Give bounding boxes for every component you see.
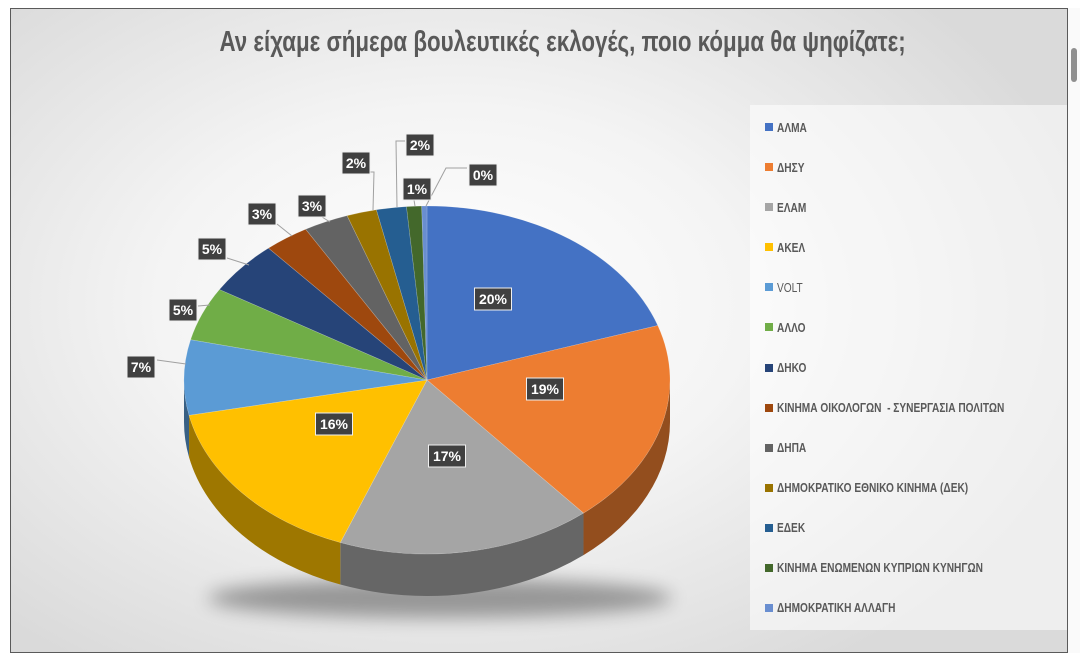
data-label: 19% bbox=[527, 378, 564, 400]
legend-item: ΔΗΣΥ bbox=[765, 147, 1055, 187]
data-label-text: 16% bbox=[320, 416, 349, 432]
legend-item: ΑΛΜΑ bbox=[765, 107, 1055, 147]
data-label-text: 1% bbox=[407, 181, 428, 197]
legend-item: ΑΛΛΟ bbox=[765, 307, 1055, 347]
legend-swatch bbox=[765, 524, 773, 532]
legend-label: ΚΙΝΗΜΑ ΟΙΚΟΛΟΓΩΝ - ΣΥΝΕΡΓΑΣΙΑ ΠΟΛΙΤΩΝ bbox=[777, 400, 1004, 415]
leader-line-12 bbox=[426, 168, 467, 206]
legend-label: ΚΙΝΗΜΑ ΕΝΩΜΕΝΩΝ ΚΥΠΡΙΩΝ ΚΥΝΗΓΩΝ bbox=[777, 560, 983, 575]
data-label-text: 2% bbox=[410, 137, 431, 153]
chart-legend: ΑΛΜΑ ΔΗΣΥ ΕΛΑΜ ΑΚΕΛ VOLT ΑΛΛΟ ΔΗΚΟ ΚΙΝΗΜ… bbox=[765, 107, 1055, 628]
legend-item: ΚΙΝΗΜΑ ΕΝΩΜΕΝΩΝ ΚΥΠΡΙΩΝ ΚΥΝΗΓΩΝ bbox=[765, 548, 1055, 588]
data-label: 2% bbox=[406, 134, 434, 156]
data-label: 0% bbox=[469, 164, 497, 186]
leader-line-7 bbox=[277, 224, 292, 236]
data-label-text: 5% bbox=[173, 302, 194, 318]
scrollbar-thumb[interactable] bbox=[1071, 48, 1077, 82]
legend-item: VOLT bbox=[765, 267, 1055, 307]
data-label-text: 3% bbox=[302, 198, 323, 214]
legend-item: ΑΚΕΛ bbox=[765, 227, 1055, 267]
leader-line-11 bbox=[414, 200, 415, 206]
legend-item: ΕΛΑΜ bbox=[765, 187, 1055, 227]
data-label: 20% bbox=[475, 288, 512, 310]
leader-line-9 bbox=[370, 172, 374, 210]
data-label: 5% bbox=[169, 299, 197, 321]
data-label-text: 20% bbox=[479, 291, 508, 307]
legend-swatch bbox=[765, 123, 773, 131]
data-label-text: 0% bbox=[473, 167, 494, 183]
legend-item: ΔΗΜΟΚΡΑΤΙΚΗ ΑΛΛΑΓΗ bbox=[765, 588, 1055, 628]
legend-item: ΔΗΚΟ bbox=[765, 347, 1055, 387]
legend-swatch bbox=[765, 604, 773, 612]
data-label: 1% bbox=[403, 178, 431, 200]
legend-label: ΕΔΕΚ bbox=[777, 520, 805, 535]
data-label-text: 7% bbox=[131, 359, 152, 375]
data-label: 3% bbox=[298, 195, 326, 217]
legend-item: ΕΔΕΚ bbox=[765, 508, 1055, 548]
legend-swatch bbox=[765, 323, 773, 331]
data-label-text: 17% bbox=[433, 448, 462, 464]
data-label-text: 5% bbox=[202, 241, 223, 257]
leader-line-4 bbox=[157, 360, 186, 364]
data-label-text: 3% bbox=[252, 206, 273, 222]
legend-swatch bbox=[765, 243, 773, 251]
legend-swatch bbox=[765, 404, 773, 412]
leader-line-8 bbox=[322, 217, 330, 222]
vertical-scrollbar[interactable] bbox=[1068, 8, 1080, 653]
legend-label: ΔΗΣΥ bbox=[777, 160, 804, 175]
legend-label: ΔΗΚΟ bbox=[777, 360, 806, 375]
data-label: 3% bbox=[248, 203, 276, 225]
legend-item: ΚΙΝΗΜΑ ΟΙΚΟΛΟΓΩΝ - ΣΥΝΕΡΓΑΣΙΑ ΠΟΛΙΤΩΝ bbox=[765, 388, 1055, 428]
legend-label: ΕΛΑΜ bbox=[777, 200, 806, 215]
legend-label: ΑΛΛΟ bbox=[777, 320, 805, 335]
data-label: 7% bbox=[127, 356, 155, 378]
legend-item: ΔΗΜΟΚΡΑΤΙΚΟ ΕΘΝΙΚΟ ΚΙΝΗΜΑ (ΔΕΚ) bbox=[765, 468, 1055, 508]
data-label: 17% bbox=[429, 445, 466, 467]
data-label: 5% bbox=[198, 238, 226, 260]
legend-label: ΑΛΜΑ bbox=[777, 120, 807, 135]
data-label-text: 19% bbox=[531, 381, 560, 397]
data-label-text: 2% bbox=[346, 155, 367, 171]
legend-swatch bbox=[765, 364, 773, 372]
legend-swatch bbox=[765, 163, 773, 171]
legend-label: VOLT bbox=[777, 280, 803, 295]
legend-label: ΔΗΜΟΚΡΑΤΙΚΗ ΑΛΛΑΓΗ bbox=[777, 600, 895, 615]
legend-swatch bbox=[765, 484, 773, 492]
legend-swatch bbox=[765, 564, 773, 572]
data-label: 2% bbox=[342, 152, 370, 174]
legend-label: ΑΚΕΛ bbox=[777, 240, 805, 255]
leader-line-6 bbox=[227, 258, 249, 265]
legend-label: ΔΗΜΟΚΡΑΤΙΚΟ ΕΘΝΙΚΟ ΚΙΝΗΜΑ (ΔΕΚ) bbox=[777, 480, 968, 495]
legend-label: ΔΗΠΑ bbox=[777, 440, 806, 455]
legend-swatch bbox=[765, 203, 773, 211]
pie-slices bbox=[184, 206, 670, 554]
legend-item: ΔΗΠΑ bbox=[765, 428, 1055, 468]
legend-swatch bbox=[765, 283, 773, 291]
legend-swatch bbox=[765, 444, 773, 452]
data-label: 16% bbox=[316, 413, 353, 435]
